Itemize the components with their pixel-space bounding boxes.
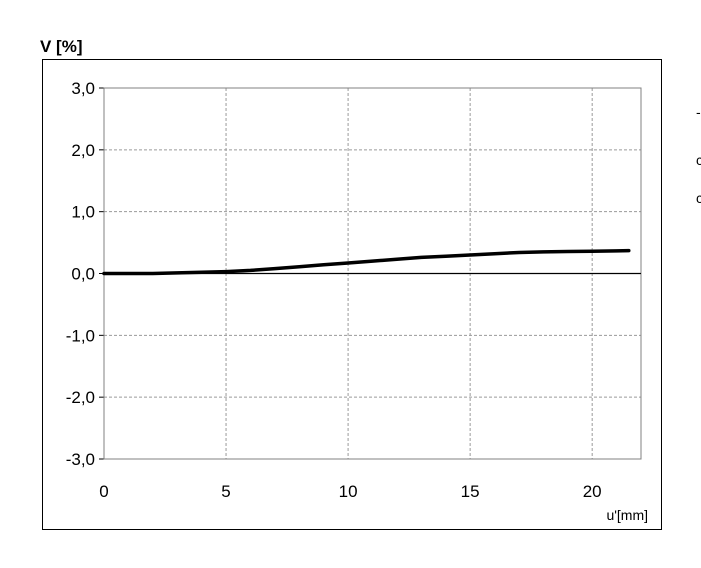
series-line <box>102 248 631 276</box>
series-layer <box>102 248 631 276</box>
y-tick-label: 0,0 <box>71 265 95 284</box>
y-tick-label: 3,0 <box>71 79 95 98</box>
x-tick-label: 15 <box>461 482 480 501</box>
edge-glyph-3: c <box>696 190 701 206</box>
x-tick-label: 10 <box>339 482 358 501</box>
y-tick-label: 2,0 <box>71 141 95 160</box>
y-tick-label: 1,0 <box>71 203 95 222</box>
y-tick-label: -3,0 <box>66 450 95 469</box>
x-axis-label: u'[mm] <box>606 507 648 523</box>
y-tick-labels: 3,0 2,0 1,0 0,0 -1,0 -2,0 -3,0 <box>66 79 95 469</box>
y-tick-label: -2,0 <box>66 388 95 407</box>
x-tick-label: 5 <box>221 482 230 501</box>
edge-glyph-1: - <box>696 104 701 120</box>
x-tick-labels: 0 5 10 15 20 <box>99 482 601 501</box>
edge-glyph-2: c <box>696 152 701 168</box>
chart-frame <box>42 59 662 530</box>
x-tick-label: 0 <box>99 482 108 501</box>
y-tick-label: -1,0 <box>66 326 95 345</box>
y-axis-title: V [%] <box>40 37 83 56</box>
x-tick-label: 20 <box>583 482 602 501</box>
